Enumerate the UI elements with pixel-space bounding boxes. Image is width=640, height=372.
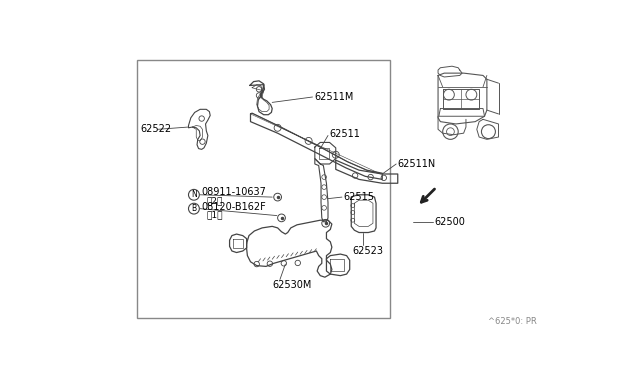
Text: 62511: 62511: [330, 129, 360, 139]
Text: 62523: 62523: [353, 246, 384, 256]
Text: 08911-10637: 08911-10637: [202, 187, 266, 198]
Text: N: N: [191, 190, 197, 199]
Text: 62515: 62515: [344, 192, 374, 202]
Text: （2）: （2）: [206, 196, 223, 205]
Text: ^625*0: PR: ^625*0: PR: [488, 317, 537, 326]
Text: （1）: （1）: [206, 210, 223, 219]
Text: 62530M: 62530M: [272, 280, 312, 290]
Text: 62500: 62500: [434, 217, 465, 227]
Text: B: B: [191, 204, 196, 213]
Text: 62511M: 62511M: [314, 92, 353, 102]
Text: 62522: 62522: [140, 124, 172, 134]
Text: 62511N: 62511N: [397, 159, 436, 169]
Text: 08120-B162F: 08120-B162F: [202, 202, 266, 212]
Bar: [138, 60, 390, 318]
